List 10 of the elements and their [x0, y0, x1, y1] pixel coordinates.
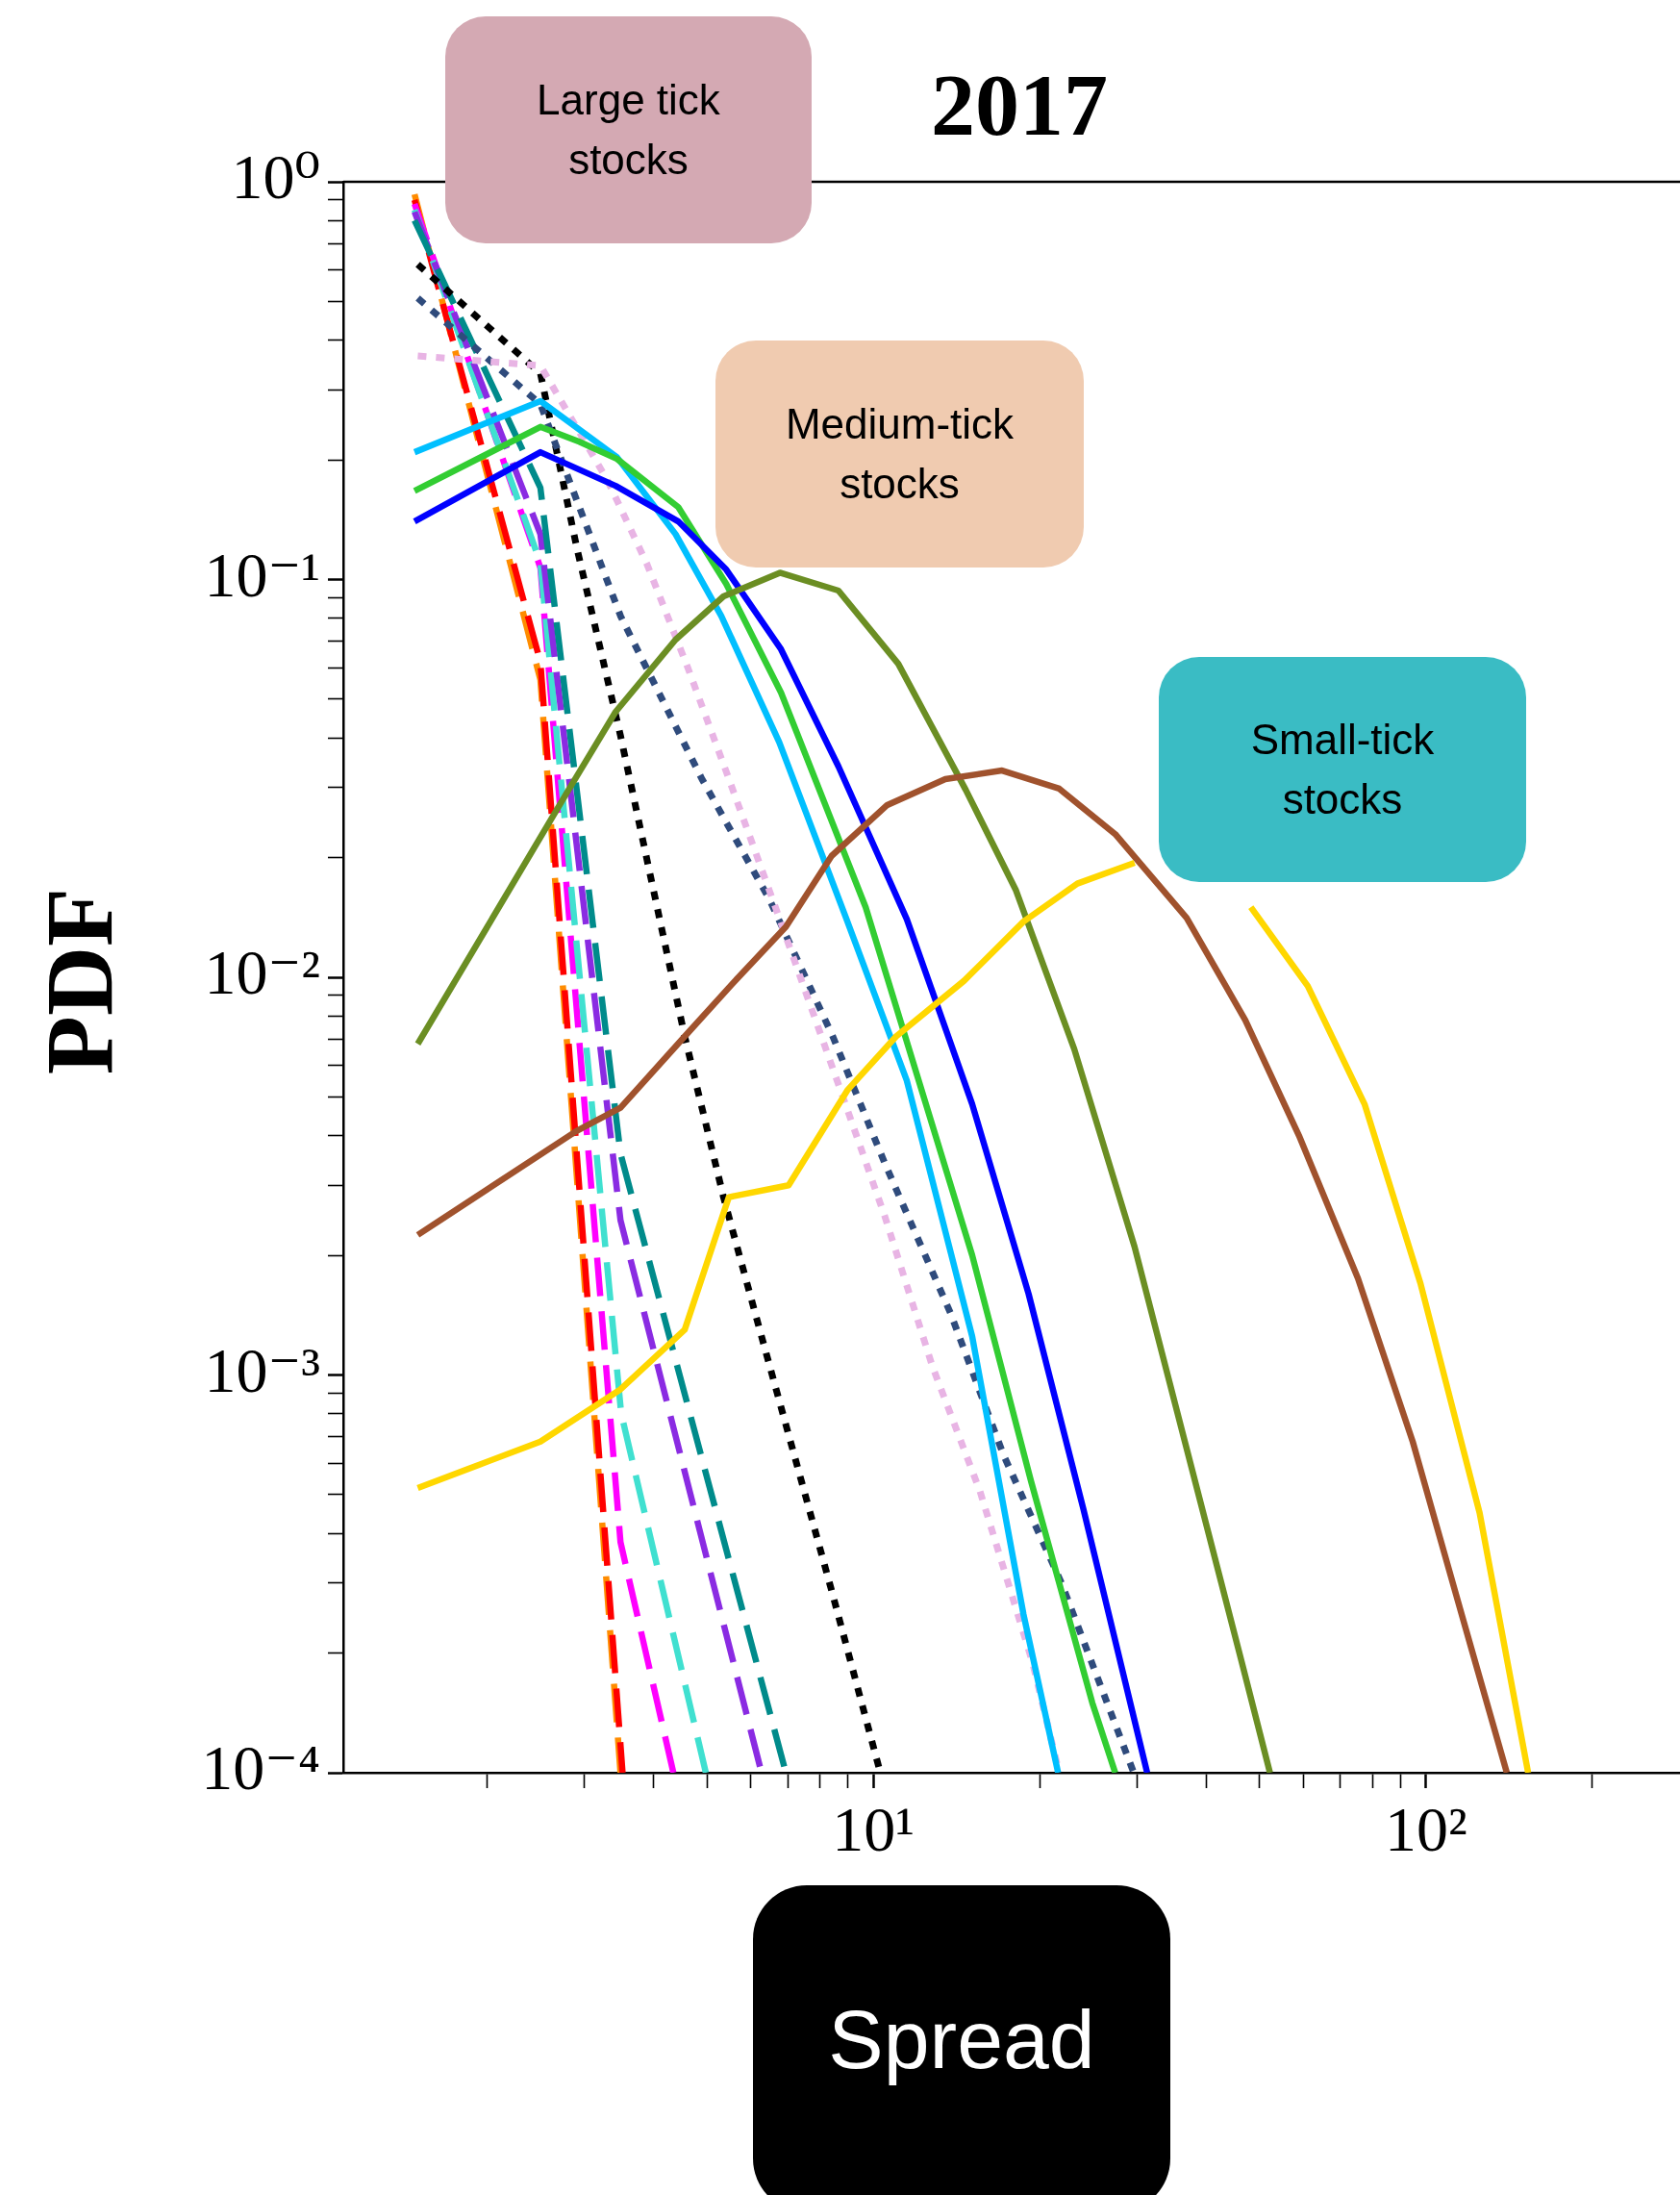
- y-tick-label: 10⁻⁴: [201, 1732, 320, 1804]
- x-tick-label: 10²: [1385, 1793, 1467, 1864]
- y-tick-label: 10⁻¹: [204, 539, 320, 610]
- y-tick-label: 10⁻³: [204, 1334, 320, 1405]
- y-tick-label: 10⁰: [231, 141, 320, 213]
- y-tick-label: 10⁻²: [204, 937, 320, 1008]
- x-axis-title: Spread: [753, 1885, 1170, 2195]
- x-tick-label: 10¹: [832, 1793, 915, 1864]
- chart-title: 2017: [931, 55, 1108, 156]
- y-axis-title: PDF: [24, 887, 134, 1075]
